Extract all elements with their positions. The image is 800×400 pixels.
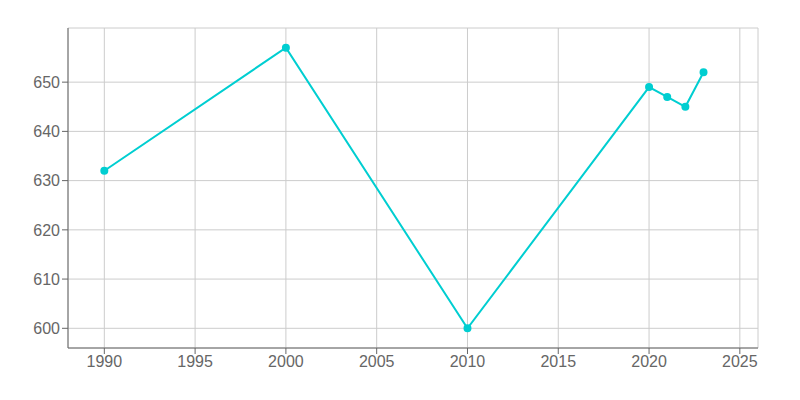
- svg-text:620: 620: [33, 222, 60, 239]
- svg-text:1995: 1995: [177, 353, 213, 370]
- svg-text:2000: 2000: [268, 353, 304, 370]
- svg-text:2005: 2005: [359, 353, 395, 370]
- svg-text:2025: 2025: [722, 353, 758, 370]
- svg-text:640: 640: [33, 123, 60, 140]
- svg-text:630: 630: [33, 172, 60, 189]
- svg-text:2010: 2010: [450, 353, 486, 370]
- svg-text:610: 610: [33, 271, 60, 288]
- svg-text:2020: 2020: [631, 353, 667, 370]
- svg-text:650: 650: [33, 74, 60, 91]
- svg-text:1990: 1990: [87, 353, 123, 370]
- svg-text:2015: 2015: [540, 353, 576, 370]
- svg-text:600: 600: [33, 320, 60, 337]
